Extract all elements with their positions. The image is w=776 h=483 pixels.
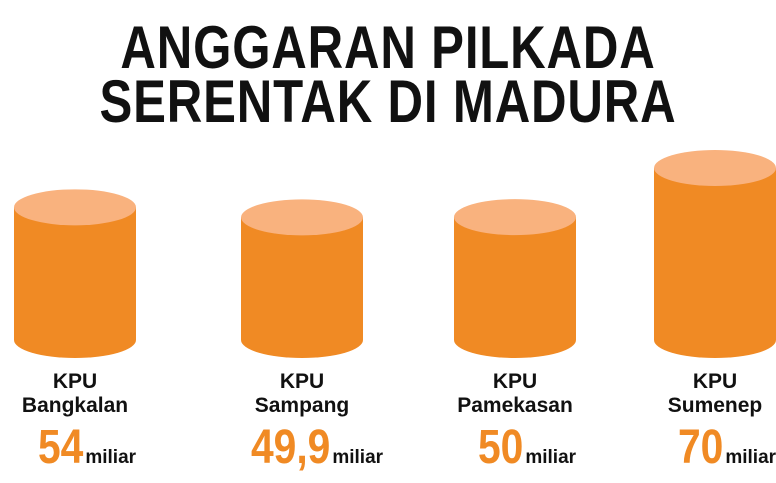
value-label: 70 miliar xyxy=(670,420,776,475)
value-number: 50 xyxy=(477,421,524,474)
value-unit: miliar xyxy=(85,447,137,468)
value-label: 50 miliar xyxy=(470,420,576,475)
category-label: KPU Bangkalan xyxy=(21,370,129,417)
value-unit: miliar xyxy=(725,447,776,468)
cylinder-top xyxy=(241,199,363,236)
cylinder-body xyxy=(654,168,776,358)
cylinder-body xyxy=(14,207,136,358)
value-number: 54 xyxy=(37,421,84,474)
value-unit: miliar xyxy=(525,447,577,468)
value-label: 49,9 miliar xyxy=(237,420,383,475)
category-label: KPU Sampang xyxy=(254,370,350,417)
cylinder-top xyxy=(654,150,776,186)
category-label: KPU Sumenep xyxy=(667,370,763,417)
title-line: ANGGARAN PILKADA xyxy=(120,14,656,81)
value-number: 49,9 xyxy=(250,421,331,474)
value-unit: miliar xyxy=(332,447,384,468)
cylinder-top xyxy=(14,189,136,226)
cylinder-body xyxy=(454,217,576,358)
title-line: SERENTAK DI MADURA xyxy=(99,68,677,135)
cylinder-top xyxy=(454,199,576,236)
value-label: 54 miliar xyxy=(30,420,136,475)
cylinder-body xyxy=(241,217,363,358)
value-number: 70 xyxy=(677,421,724,474)
category-label: KPU Pamekasan xyxy=(457,370,573,417)
